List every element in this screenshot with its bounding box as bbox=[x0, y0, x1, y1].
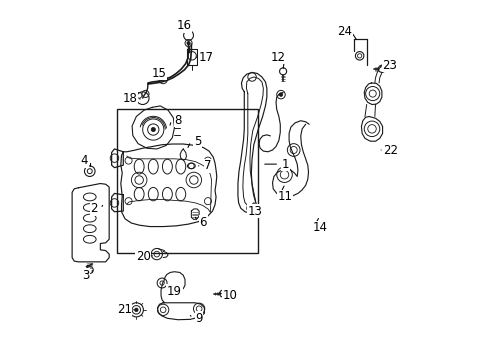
Text: 14: 14 bbox=[312, 221, 327, 234]
Text: 5: 5 bbox=[194, 135, 201, 148]
Circle shape bbox=[187, 42, 190, 45]
Circle shape bbox=[135, 308, 138, 312]
Text: 18: 18 bbox=[123, 93, 138, 105]
Text: 15: 15 bbox=[152, 67, 167, 80]
Circle shape bbox=[151, 127, 155, 132]
Text: 19: 19 bbox=[167, 285, 182, 298]
Bar bbox=[117, 109, 258, 253]
Text: 7: 7 bbox=[204, 159, 212, 172]
Text: 13: 13 bbox=[247, 204, 262, 217]
Text: 16: 16 bbox=[176, 19, 192, 32]
Text: 17: 17 bbox=[198, 51, 214, 64]
Text: 11: 11 bbox=[278, 190, 293, 203]
Text: 10: 10 bbox=[223, 288, 238, 302]
Text: 20: 20 bbox=[136, 251, 151, 264]
Text: 2: 2 bbox=[91, 202, 98, 215]
Text: 3: 3 bbox=[82, 269, 89, 282]
Text: 6: 6 bbox=[199, 216, 207, 229]
Circle shape bbox=[279, 93, 283, 96]
Text: 8: 8 bbox=[174, 113, 182, 126]
Text: 23: 23 bbox=[382, 59, 397, 72]
Text: 9: 9 bbox=[196, 312, 203, 325]
Text: 12: 12 bbox=[271, 51, 286, 64]
Text: 21: 21 bbox=[117, 303, 132, 316]
Text: 22: 22 bbox=[383, 144, 398, 157]
Text: 1: 1 bbox=[282, 158, 289, 171]
Text: 4: 4 bbox=[81, 154, 88, 167]
Text: 24: 24 bbox=[337, 24, 352, 37]
